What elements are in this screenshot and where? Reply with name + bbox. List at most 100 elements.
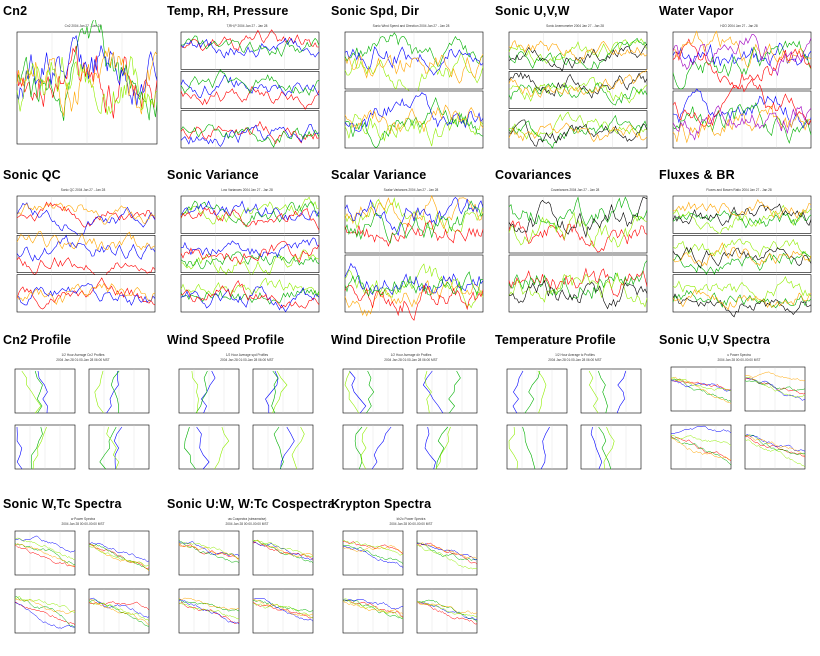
thumbnail-image-link[interactable]: 1/2 Hour Average Cn2 Profiles 2004 Jan 28… — [3, 349, 161, 489]
data-series-line — [508, 114, 648, 149]
plot-panel — [508, 195, 648, 254]
profile-panel — [14, 368, 76, 414]
thumbnail-title-link[interactable]: Cn2 Profile — [3, 333, 72, 347]
data-series-line — [16, 230, 156, 252]
spectrum-line — [88, 597, 150, 618]
thumbnail-image-link[interactable]: Sonic Wind Speed and Direction 2004 Jan … — [331, 20, 489, 160]
plot-caption: Cn2 2004 Jan 27 - Jan 28 — [65, 24, 102, 28]
thumbnail-title-link[interactable]: Sonic W,Tc Spectra — [3, 497, 122, 511]
data-series-line — [508, 272, 648, 308]
plot-panel — [180, 29, 320, 70]
data-series-line — [508, 196, 648, 231]
thumbnail-image-link[interactable]: 1/2 Hour Average dir Profiles 2004 Jan 28… — [331, 349, 489, 489]
data-series-line — [508, 260, 648, 300]
data-series-line — [16, 20, 158, 121]
thumbnail-title-link[interactable]: Temp, RH, Pressure — [167, 4, 289, 18]
spectrum-line — [88, 601, 150, 622]
thumbnail-title-link[interactable]: Sonic QC — [3, 168, 61, 182]
thumbnail-title-link[interactable]: Sonic Spd, Dir — [331, 4, 420, 18]
thumbnail-title-link[interactable]: Scalar Variance — [331, 168, 427, 182]
thumbnail-title-link[interactable]: Covariances — [495, 168, 572, 182]
thumbnail-image-link[interactable]: 1/2 Hour Average tc Profiles 2004 Jan 28 … — [495, 349, 653, 489]
profile-panel — [252, 424, 314, 470]
thumbnail-title-link[interactable]: Temperature Profile — [495, 333, 616, 347]
data-series-line — [508, 122, 648, 143]
thumbnail-image-link[interactable]: 1/2 Hour Average spd Profiles 2004 Jan 28… — [167, 349, 325, 489]
plot-subcaption: 2004 Jan 28 01:00-Jan 28 06:00 MST — [384, 358, 438, 362]
data-series-line — [344, 111, 484, 147]
profile-line — [37, 370, 48, 414]
thumbnail-title-link[interactable]: Krypton Spectra — [331, 497, 432, 511]
thumbnail-image-link[interactable]: uw Cospectra (streamwise) 2004 Jan 28 00:… — [167, 513, 325, 653]
spectra-panel — [252, 530, 314, 576]
profile-line — [508, 426, 519, 470]
profile-line — [349, 370, 367, 414]
data-series-line — [672, 105, 812, 141]
thumbnail-title-link[interactable]: Sonic U,V Spectra — [659, 333, 771, 347]
spectrum-line — [744, 376, 806, 398]
thumbnail-image-link[interactable]: Sonic QC 2004 Jan 27 - Jan 28 — [3, 184, 161, 324]
profile-panel — [506, 424, 568, 470]
profile-line — [280, 426, 295, 470]
spectrum-line — [178, 541, 240, 557]
spectrum-line — [416, 601, 478, 615]
data-series-line — [508, 211, 648, 248]
spectrum-line — [252, 542, 314, 561]
thumbnail-image-link[interactable]: T,RH,P 2004 Jan 27 - Jan 28 — [167, 20, 325, 160]
thumbnail-title-link[interactable]: Cn2 — [3, 4, 28, 18]
spectrum-line — [416, 544, 478, 570]
spectrum-line — [88, 544, 150, 571]
data-series-line — [508, 37, 648, 70]
thumbnail-image-link[interactable]: kh2o Power Spectra 2004 Jan 28 00:00-00:0… — [331, 513, 489, 653]
spectra-panel — [14, 588, 76, 634]
spectrum-line — [252, 539, 314, 557]
spectrum-line — [670, 379, 732, 392]
profile-line — [598, 370, 608, 414]
plot-caption: Sonic Wind Speed and Direction 2004 Jan … — [373, 24, 450, 28]
thumbnail-image-link[interactable]: Covariances 2004 Jan 27 - Jan 28 — [495, 184, 653, 324]
thumbnail-title-link[interactable]: Sonic Variance — [167, 168, 259, 182]
profile-panel — [506, 368, 568, 414]
thumbnail-image-link[interactable]: H2O 2004 Jan 27 - Jan 28 — [659, 20, 817, 160]
spectrum-line — [342, 599, 403, 619]
spectrum-line — [342, 598, 403, 610]
profile-line — [598, 426, 612, 470]
thumbnail-title-link[interactable]: Sonic U,V,W — [495, 4, 570, 18]
profile-line — [540, 426, 550, 470]
profile-line — [371, 426, 392, 470]
data-series-line — [508, 38, 648, 65]
spectrum-line — [342, 544, 404, 565]
profile-panel — [580, 424, 642, 470]
thumbnail-image-link[interactable]: Scalar Variances 2004 Jan 27 - Jan 28 — [331, 184, 489, 324]
profile-panel — [88, 368, 150, 414]
data-series-line — [180, 124, 320, 147]
data-series-line — [672, 34, 812, 77]
data-series-line — [344, 276, 484, 317]
spectra-panel — [178, 530, 240, 576]
data-series-line — [180, 240, 320, 266]
profile-line — [603, 426, 615, 470]
spectrum-line — [14, 544, 76, 568]
thumbnail-title-link[interactable]: Water Vapor — [659, 4, 734, 18]
thumbnail-title-link[interactable]: Fluxes & BR — [659, 168, 735, 182]
thumbnail-image-link[interactable]: w Power Spectra 2004 Jan 28 00:00-00:00 M… — [3, 513, 161, 653]
data-series-line — [16, 256, 156, 280]
thumbnail-image-link[interactable]: Fluxes and Bowen Ratio 2004 Jan 27 - Jan… — [659, 184, 817, 324]
plot-panel — [16, 230, 156, 280]
plot-subcaption: 2004 Jan 28 00:00-00:00 MST — [225, 522, 268, 526]
thumbnail-image-link[interactable]: u Power Spectra 2004 Jan 28 00:00-00:00 M… — [659, 349, 817, 489]
thumbnail-title-link[interactable]: Sonic U:W, W:Tc Cospectra — [167, 497, 335, 511]
thumbnail-image-link[interactable]: Low Variances 2004 Jan 27 - Jan 28 — [167, 184, 325, 324]
thumbnail-title-link[interactable]: Wind Direction Profile — [331, 333, 466, 347]
profile-line — [354, 426, 363, 470]
spectra-panel — [416, 530, 478, 576]
plot-subcaption: 2004 Jan 28 00:00-00:00 MST — [717, 358, 760, 362]
thumbnail-image-link[interactable]: Cn2 2004 Jan 27 - Jan 28 — [3, 20, 161, 160]
spectrum-line — [14, 601, 76, 629]
data-series-line — [672, 204, 812, 234]
spectrum-line — [416, 542, 478, 565]
profile-line — [21, 370, 42, 414]
data-series-line — [672, 38, 812, 90]
thumbnail-title-link[interactable]: Wind Speed Profile — [167, 333, 285, 347]
thumbnail-image-link[interactable]: Sonic Anemometer 2004 Jan 27 - Jan 28 — [495, 20, 653, 160]
